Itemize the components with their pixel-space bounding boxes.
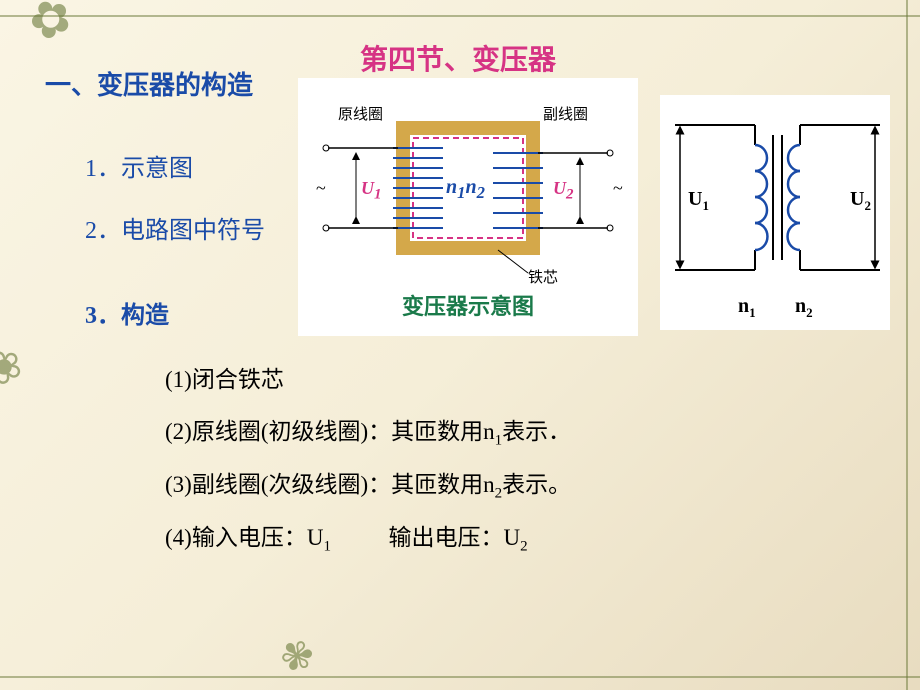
transformer-schematic-diagram: 原线圈 副线圈 铁芯 ~ ~ U1 U2 n1n2 变压器示意图 <box>298 78 638 336</box>
label-primary: 原线圈 <box>338 103 383 124</box>
leaf-icon: ❀ <box>0 334 33 399</box>
list-item-2: 2．电路图中符号 <box>85 210 265 245</box>
subscript: 1 <box>323 539 331 555</box>
diagram-caption: 变压器示意图 <box>298 289 638 321</box>
subscript: 2 <box>520 539 528 555</box>
text: (2)原线圈(初级线圈)：其匝数用n <box>165 419 495 444</box>
border-bottom <box>0 676 920 678</box>
text: 表示。 <box>502 472 571 497</box>
subitem-4: (4)输入电压：U1 输出电压：U2 <box>165 518 528 556</box>
n1-label: n1 <box>738 295 756 321</box>
n2-label: n2 <box>795 295 813 321</box>
subitem-2: (2)原线圈(初级线圈)：其匝数用n1表示． <box>165 412 571 450</box>
text: (3)副线圈(次级线圈)：其匝数用n <box>165 472 495 497</box>
list-item-3: 3．构造 <box>85 295 169 330</box>
text: 输出电压：U <box>331 525 520 550</box>
page-title: 第四节、变压器 <box>360 38 556 78</box>
u1-label: U1 <box>688 188 709 214</box>
text: (4)输入电压：U <box>165 525 323 550</box>
border-top <box>0 15 920 17</box>
subitem-1: (1)闭合铁芯 <box>165 360 284 394</box>
tilde-left: ~ <box>316 178 326 199</box>
text: 表示． <box>502 419 571 444</box>
tilde-right: ~ <box>613 178 623 199</box>
border-right <box>906 0 908 690</box>
label-core: 铁芯 <box>528 266 558 287</box>
n1n2-label: n1n2 <box>446 176 485 203</box>
label-secondary: 副线圈 <box>543 103 588 124</box>
section-heading: 一、变压器的构造 <box>45 65 253 102</box>
secondary-coil-symbol <box>788 145 800 250</box>
u1-label: U1 <box>361 178 382 204</box>
u2-label: U2 <box>850 188 871 214</box>
list-item-1: 1．示意图 <box>85 148 193 183</box>
u2-label: U2 <box>553 178 574 204</box>
leaf-icon: ✿ <box>16 0 87 54</box>
subitem-3: (3)副线圈(次级线圈)：其匝数用n2表示。 <box>165 465 571 503</box>
primary-coil-symbol <box>755 145 767 250</box>
transformer-circuit-symbol: U1 U2 n1 n2 <box>660 95 890 330</box>
